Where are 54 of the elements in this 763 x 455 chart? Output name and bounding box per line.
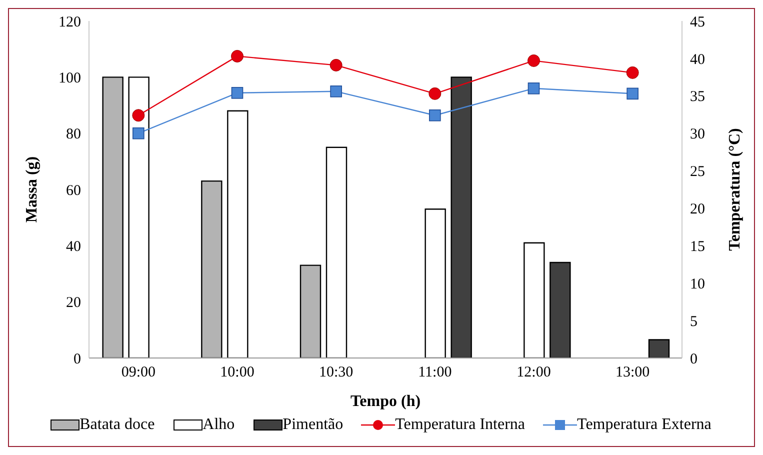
bar <box>102 76 124 358</box>
y2-tick-label: 5 <box>690 314 698 330</box>
bar <box>424 208 446 358</box>
legend-label: Pimentão <box>282 416 344 434</box>
bar <box>450 76 472 358</box>
point <box>528 54 540 67</box>
y2-tick-label: 15 <box>690 238 705 255</box>
bar <box>648 339 670 358</box>
point <box>528 82 540 94</box>
y2-tick-label: 30 <box>690 126 705 143</box>
x-tick-label: 13:00 <box>615 364 650 381</box>
legend-label: Alho <box>202 416 235 434</box>
bar <box>227 110 248 358</box>
bar <box>550 262 571 358</box>
y2-tick-label: 25 <box>690 164 705 180</box>
x-tick-label: 10:30 <box>318 364 354 381</box>
y-tick-label: 40 <box>66 238 81 255</box>
y-tick-label: 80 <box>66 126 81 143</box>
bar <box>524 242 545 358</box>
legend-label: Batata doce <box>80 416 155 434</box>
x-tick-label: 12:00 <box>516 364 551 381</box>
point <box>231 86 244 99</box>
point <box>330 85 342 98</box>
point <box>626 66 639 79</box>
point <box>231 50 244 62</box>
bar <box>128 76 150 358</box>
y2-tick-label: 10 <box>690 276 705 292</box>
x-tick-label: 11:00 <box>418 364 452 381</box>
bar <box>201 180 222 358</box>
point <box>626 88 638 100</box>
bar <box>300 264 322 358</box>
y-tick-label: 100 <box>58 70 81 86</box>
y2-tick-label: 40 <box>690 52 705 68</box>
y2-tick-label: 20 <box>690 202 705 218</box>
y2-axis-title: Temperatura (°C) <box>726 128 744 251</box>
y-tick-label: 20 <box>66 295 81 312</box>
point <box>429 109 441 122</box>
y-axis-title: Massa (g) <box>24 156 41 223</box>
y-tick-label: 120 <box>58 14 81 30</box>
legend-label: Temperatura Interna <box>395 416 526 434</box>
legend-label: Temperatura Externa <box>577 416 712 434</box>
y2-tick-label: 35 <box>690 89 705 106</box>
point <box>428 87 442 100</box>
bar <box>326 146 348 358</box>
point <box>132 109 145 122</box>
point <box>330 58 342 72</box>
x-tick-label: 09:00 <box>121 364 156 381</box>
x-tick-label: 10:00 <box>220 364 254 381</box>
y2-tick-label: 0 <box>690 351 698 368</box>
x-axis-title: Tempo (h) <box>350 393 421 410</box>
point <box>132 127 144 140</box>
y-tick-label: 60 <box>66 182 81 199</box>
y-tick-label: 0 <box>74 351 81 368</box>
y2-tick-label: 45 <box>690 14 705 30</box>
